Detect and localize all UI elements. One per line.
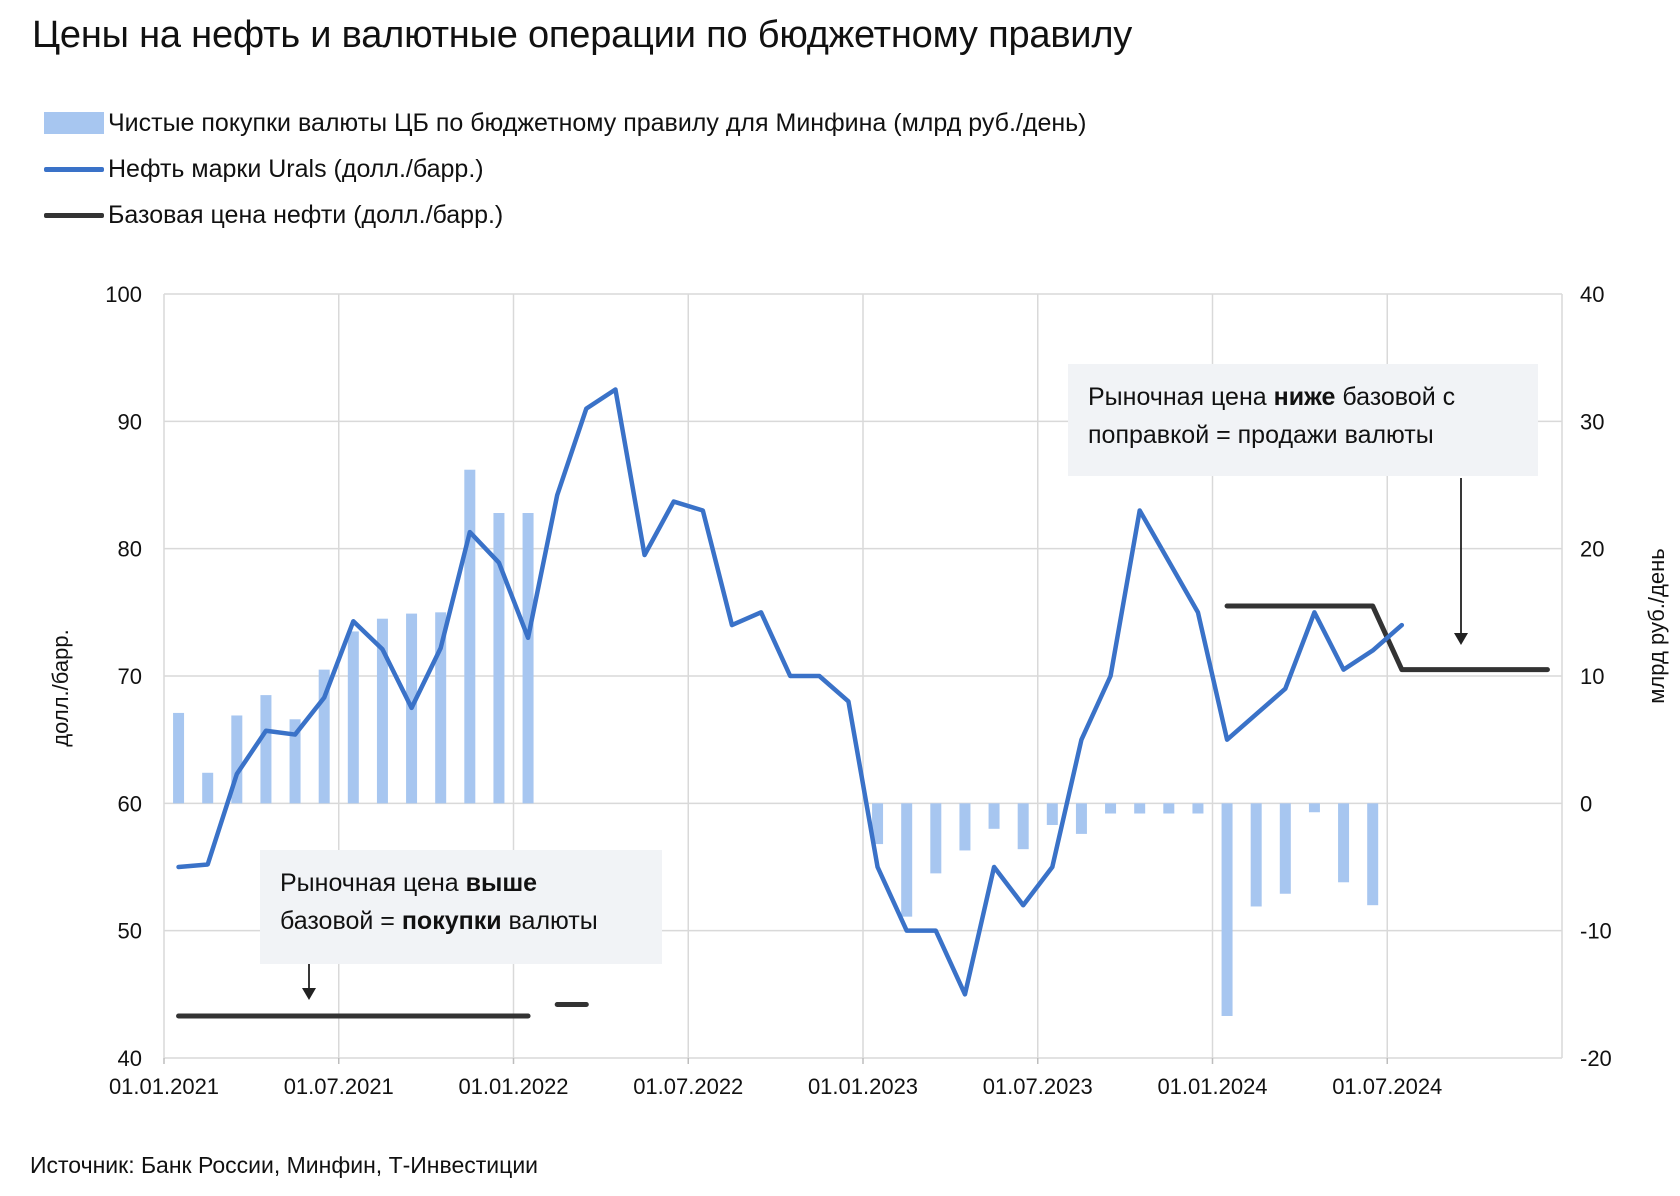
annotation-text: Рыночная цена — [1088, 383, 1274, 411]
x-tick-label: 01.01.2023 — [808, 1074, 918, 1099]
bar — [1192, 803, 1204, 814]
y-right-tick-label: 20 — [1580, 537, 1604, 562]
bar — [1134, 803, 1146, 814]
bar — [1308, 803, 1320, 813]
bar — [1017, 803, 1029, 850]
x-tick-label: 01.01.2021 — [109, 1074, 219, 1099]
bar — [493, 513, 505, 804]
arrow-buying-head — [302, 988, 316, 1000]
y-left-axis-title: долл./барр. — [48, 629, 73, 746]
x-tick-label: 01.07.2024 — [1332, 1074, 1442, 1099]
bar — [347, 631, 359, 804]
legend-item-urals: Нефть марки Urals (долл./барр.) — [44, 146, 1087, 192]
legend: Чистые покупки валюты ЦБ по бюджетному п… — [44, 100, 1087, 238]
bar — [1075, 803, 1087, 834]
bar — [289, 719, 301, 804]
bar — [318, 669, 330, 804]
legend-swatch-bar — [44, 112, 104, 134]
bar — [901, 803, 913, 917]
chart-title: Цены на нефть и валютные операции по бюд… — [32, 14, 1133, 56]
x-tick-label: 01.01.2022 — [458, 1074, 568, 1099]
y-left-tick-label: 70 — [118, 664, 142, 689]
y-right-tick-label: 30 — [1580, 409, 1604, 434]
bar — [1163, 803, 1175, 814]
legend-label: Нефть марки Urals (долл./барр.) — [108, 154, 484, 183]
y-left-tick-label: 80 — [118, 537, 142, 562]
annotation-text: валюты — [501, 907, 598, 935]
axes: 40 -20 50 -10 60 0 70 10 80 20 90 30 100 40 01.01.2021… — [48, 282, 1669, 1099]
arrow-selling-head — [1454, 633, 1468, 645]
legend-label: Чистые покупки валюты ЦБ по бюджетному п… — [108, 108, 1087, 137]
legend-item-base-price: Базовая цена нефти (долл./барр.) — [44, 192, 1087, 238]
bar — [435, 612, 447, 804]
x-tick-label: 01.07.2023 — [983, 1074, 1093, 1099]
bar — [376, 618, 388, 804]
annotation-text: базовой с поправкой = продажи валюты — [1088, 383, 1456, 449]
y-right-tick-label: -10 — [1580, 919, 1612, 944]
y-left-tick-label: 40 — [118, 1046, 142, 1071]
legend-swatch-line-urals — [44, 166, 104, 172]
bar — [231, 715, 243, 804]
annotation-buying: Рыночная цена выше базовой = покупки вал… — [260, 850, 662, 964]
annotation-text: базовой = — [280, 907, 402, 935]
annotation-bold: покупки — [401, 907, 502, 935]
bar — [959, 803, 971, 851]
y-right-tick-label: 40 — [1580, 282, 1604, 307]
bar — [930, 803, 942, 874]
y-right-tick-label: 10 — [1580, 664, 1604, 689]
legend-swatch-line-base — [44, 212, 104, 218]
bar — [1105, 803, 1117, 814]
annotation-bold: ниже — [1273, 383, 1336, 411]
annotation-arrows — [302, 478, 1468, 1000]
y-left-tick-label: 50 — [118, 919, 142, 944]
bar — [988, 803, 1000, 829]
bar — [1250, 803, 1262, 907]
bar — [1338, 803, 1350, 883]
annotation-text: Рыночная цена — [280, 869, 466, 897]
bar — [1046, 803, 1058, 825]
bar — [464, 469, 476, 804]
annotation-bold: выше — [465, 869, 538, 897]
legend-item-net-purchases: Чистые покупки валюты ЦБ по бюджетному п… — [44, 100, 1087, 146]
x-tick-label: 01.07.2022 — [633, 1074, 743, 1099]
source-note: Источник: Банк России, Минфин, Т-Инвести… — [30, 1152, 539, 1178]
bar — [1279, 803, 1291, 894]
bar — [260, 695, 272, 804]
x-tick-label: 01.01.2024 — [1157, 1074, 1267, 1099]
x-tick-label: 01.07.2021 — [284, 1074, 394, 1099]
y-left-tick-label: 90 — [118, 409, 142, 434]
y-left-tick-label: 100 — [105, 282, 142, 307]
bar — [522, 513, 534, 804]
legend-label: Базовая цена нефти (долл./барр.) — [108, 200, 504, 229]
annotation-selling: Рыночная цена ниже базовой с поправкой =… — [1068, 364, 1538, 476]
bar — [202, 772, 214, 804]
y-right-axis-title: млрд руб./день — [1644, 548, 1669, 703]
bar — [1367, 803, 1379, 906]
bar — [1221, 803, 1233, 1016]
y-left-tick-label: 60 — [118, 791, 142, 816]
bar — [173, 712, 185, 804]
urals-series — [176, 387, 1405, 997]
y-right-tick-label: -20 — [1580, 1046, 1612, 1071]
urals-line — [176, 387, 1405, 997]
y-right-tick-label: 0 — [1580, 791, 1592, 816]
bar — [872, 803, 884, 845]
